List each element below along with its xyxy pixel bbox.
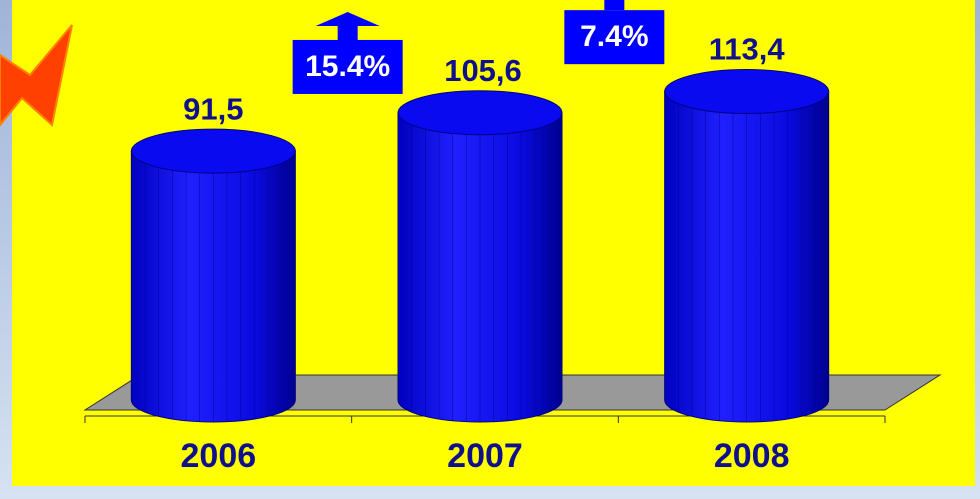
cylinder (130, 128, 296, 423)
annotation-box (292, 39, 403, 94)
annotation: 7.4% (580, 20, 648, 53)
value-label: 113,4 (709, 32, 786, 67)
annotation-arrow (315, 11, 380, 40)
value-label: 91,5 (183, 91, 243, 126)
cylinder (664, 69, 830, 423)
cylinder (397, 90, 563, 423)
decor-arrow (0, 24, 73, 127)
value-label: 105,6 (444, 53, 522, 88)
cylinder-top (130, 128, 296, 174)
cylinder-top (664, 69, 830, 115)
annotation-box (564, 10, 665, 65)
x-tick-label: 2008 (714, 437, 790, 475)
x-tick-label: 2006 (181, 437, 257, 475)
annotation: 15.4% (305, 50, 390, 83)
x-tick-label: 2007 (447, 437, 523, 475)
annotation-arrow (604, 0, 625, 11)
cylinder-top (397, 90, 563, 136)
